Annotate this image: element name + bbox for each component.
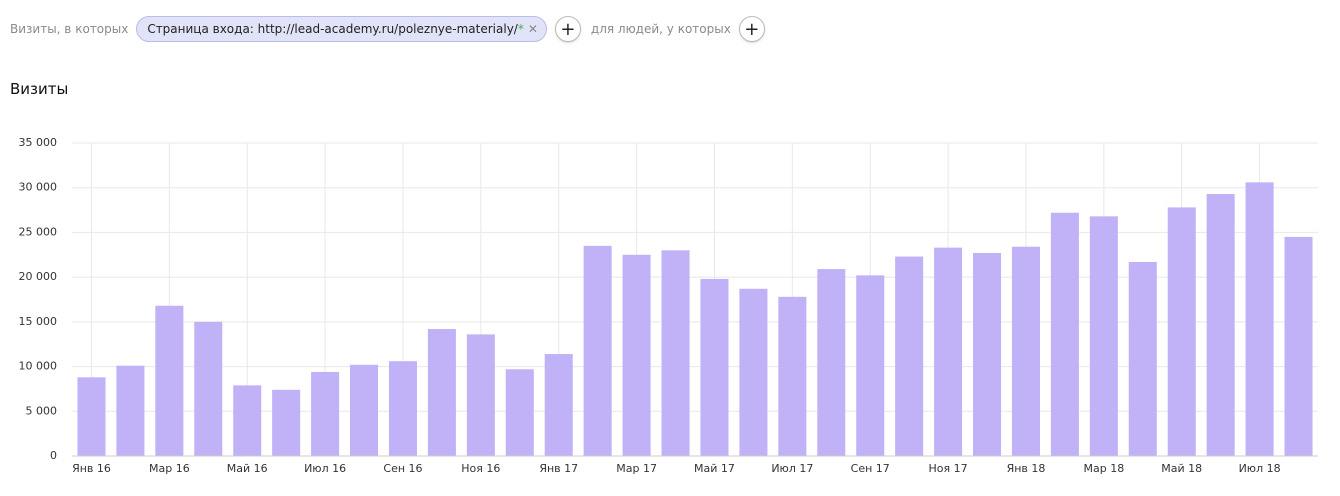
add-visit-condition[interactable]: + [554, 16, 581, 42]
bar [311, 371, 340, 456]
bar [272, 389, 301, 456]
x-tick-label: Ноя 17 [929, 462, 968, 475]
y-tick-label: 20 000 [19, 270, 58, 283]
filter-chip[interactable]: Страница входа: http://lead-academy.ru/p… [136, 16, 547, 42]
bar [1245, 182, 1274, 456]
bar [622, 254, 651, 456]
x-tick-label: Мар 16 [149, 462, 190, 475]
bar [973, 252, 1002, 456]
bar [934, 247, 963, 456]
bar [1167, 207, 1196, 456]
y-tick-label: 25 000 [19, 225, 58, 238]
bar [505, 369, 534, 456]
y-tick-label: 35 000 [19, 136, 58, 149]
chart-title: Визиты [10, 80, 69, 98]
y-tick-label: 10 000 [19, 360, 58, 373]
filter-suffix: для людей, у которых [590, 22, 731, 36]
bar [1284, 236, 1313, 456]
x-tick-label: Янв 16 [72, 462, 111, 475]
x-tick-label: Янв 18 [1007, 462, 1046, 475]
bar [233, 385, 262, 456]
bar [1206, 193, 1235, 456]
y-tick-label: 0 [50, 449, 57, 462]
y-tick-label: 30 000 [19, 181, 58, 194]
bar [1128, 261, 1157, 456]
chip-wildcard: * [517, 22, 524, 36]
bar [388, 361, 417, 456]
bar [739, 288, 768, 456]
bar [895, 256, 924, 456]
x-tick-label: Сен 16 [383, 462, 422, 475]
filter-prefix: Визиты, в которых [10, 22, 129, 36]
filter-bar: Визиты, в которых Страница входа: http:/… [10, 14, 775, 44]
bar [661, 250, 690, 456]
bar [1011, 246, 1040, 456]
bar [778, 296, 807, 456]
bar [155, 305, 184, 456]
x-tick-label: Июл 18 [1239, 462, 1281, 475]
bar [466, 334, 495, 456]
x-tick-label: Июл 17 [771, 462, 813, 475]
x-tick-label: Ноя 16 [461, 462, 500, 475]
bar [544, 354, 573, 456]
x-tick-label: Май 18 [1161, 462, 1202, 475]
x-tick-label: Май 16 [227, 462, 268, 475]
bar [194, 321, 223, 456]
chip-label: Страница входа: http://lead-academy.ru/p… [147, 22, 518, 36]
bar [427, 329, 456, 456]
bar [116, 365, 145, 456]
y-tick-label: 15 000 [19, 315, 58, 328]
x-tick-label: Июл 16 [304, 462, 346, 475]
x-tick-label: Май 17 [694, 462, 735, 475]
bar [1050, 212, 1079, 456]
y-tick-label: 5 000 [26, 404, 58, 417]
x-tick-label: Янв 17 [539, 462, 578, 475]
bar [350, 364, 379, 456]
bar [700, 278, 729, 456]
x-tick-label: Сен 17 [851, 462, 890, 475]
x-tick-label: Мар 18 [1083, 462, 1124, 475]
bar [817, 269, 846, 456]
bar [77, 377, 106, 456]
bar [1089, 216, 1118, 456]
bar [583, 245, 612, 456]
chip-remove[interactable]: ✕ [527, 22, 538, 36]
x-tick-label: Мар 17 [616, 462, 657, 475]
bar [856, 275, 885, 456]
add-user-condition[interactable]: + [738, 16, 765, 42]
